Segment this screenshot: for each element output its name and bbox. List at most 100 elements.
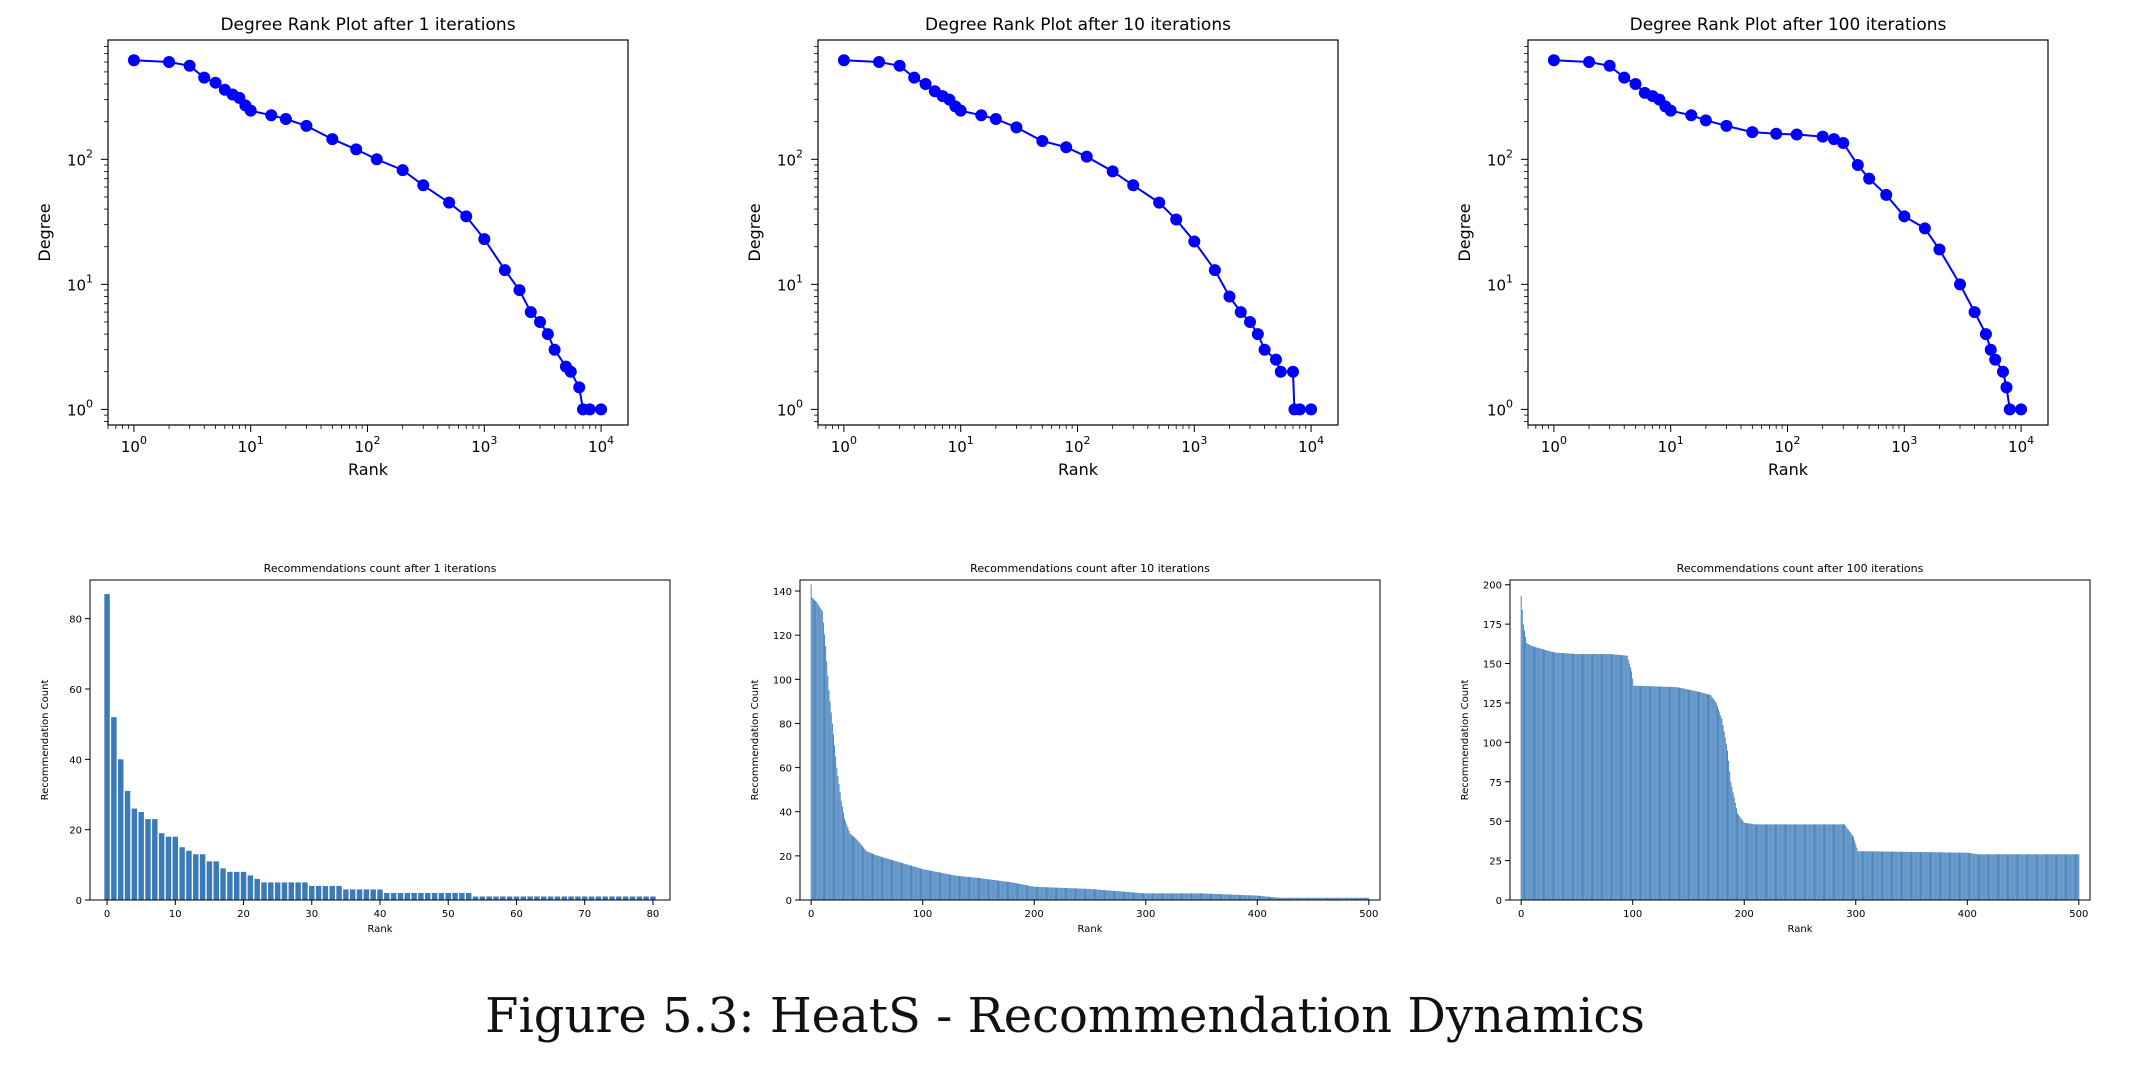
bar <box>1163 893 1165 900</box>
bar <box>975 877 977 900</box>
bar <box>1145 893 1147 900</box>
bar <box>1123 891 1124 900</box>
bar <box>1719 712 1721 900</box>
bar <box>2062 854 2064 900</box>
bar <box>1921 852 1923 900</box>
bar <box>1814 824 1815 900</box>
bar <box>1550 651 1552 900</box>
y-axis-label: Recommendation Count <box>1460 680 1471 801</box>
bar <box>1539 648 1541 900</box>
bar <box>1032 886 1034 900</box>
bar <box>1691 690 1693 900</box>
bar <box>1141 893 1143 900</box>
bar <box>914 866 916 900</box>
bar <box>643 896 649 900</box>
bar <box>2010 854 2012 900</box>
bar <box>846 824 848 900</box>
bar <box>1676 687 1678 900</box>
bar <box>1222 894 1224 900</box>
bar <box>1124 891 1126 900</box>
bar <box>1195 893 1197 900</box>
bar <box>933 871 935 900</box>
bar <box>2066 854 2068 900</box>
bar <box>322 885 329 900</box>
bar <box>1653 686 1655 900</box>
bar <box>2047 854 2049 900</box>
bar <box>1618 654 1620 900</box>
bar <box>1573 653 1575 900</box>
bar <box>1964 852 1966 900</box>
bar <box>1885 851 1887 900</box>
bar <box>1097 889 1099 900</box>
bar <box>1879 851 1881 900</box>
bar <box>1329 897 1331 900</box>
bar <box>1739 816 1741 900</box>
degree-point <box>1880 188 1893 201</box>
bar <box>1034 886 1036 900</box>
bar <box>1657 686 1659 900</box>
bar <box>1811 824 1813 900</box>
bar <box>1240 894 1242 900</box>
bar <box>984 878 986 900</box>
bar <box>1809 824 1811 900</box>
bar <box>1680 687 1682 900</box>
bar <box>1934 852 1936 900</box>
bar <box>843 812 844 900</box>
bar <box>411 892 417 900</box>
bar <box>1699 691 1701 900</box>
bar <box>1875 851 1877 900</box>
bar <box>810 584 812 900</box>
bar <box>850 834 852 900</box>
bar <box>1342 897 1344 900</box>
bar <box>1058 887 1060 900</box>
bar <box>1931 852 1933 900</box>
bar <box>1148 893 1150 900</box>
bar <box>1022 884 1024 900</box>
degree-point <box>873 56 886 69</box>
bar <box>1164 893 1166 900</box>
bar <box>1367 897 1369 900</box>
bar <box>1754 824 1756 900</box>
bar <box>1961 852 1963 900</box>
bar <box>2073 854 2075 900</box>
bar <box>1305 897 1307 900</box>
bar <box>1302 897 1304 900</box>
bar <box>1028 885 1030 900</box>
degree-point <box>1583 56 1596 69</box>
bar <box>1232 894 1234 900</box>
bar <box>1619 655 1621 900</box>
bar <box>1681 688 1683 900</box>
y-tick-label: 20 <box>69 826 82 837</box>
bar <box>1102 890 1104 900</box>
bar <box>1596 654 1598 900</box>
bar <box>1795 824 1796 900</box>
bar <box>905 864 907 900</box>
bar <box>1720 715 1722 900</box>
bar <box>506 896 513 900</box>
bar <box>1970 853 1972 900</box>
bar <box>609 896 615 900</box>
degree-point <box>1837 137 1850 150</box>
bar <box>1759 824 1761 900</box>
bar <box>994 880 996 900</box>
bar <box>1808 824 1810 900</box>
bar <box>974 877 976 900</box>
bar <box>983 878 985 900</box>
bar <box>1818 824 1820 900</box>
bar <box>1343 897 1345 900</box>
bar <box>1933 852 1935 900</box>
bar <box>1888 851 1890 900</box>
y-tick-label: 40 <box>779 808 792 819</box>
plot-frame <box>799 579 1381 901</box>
bar <box>1622 655 1624 900</box>
bar <box>1899 851 1901 900</box>
degree-point <box>1954 278 1967 291</box>
bar <box>1834 824 1836 900</box>
bar <box>1273 897 1275 900</box>
bar <box>1908 851 1910 900</box>
bar <box>1263 896 1265 900</box>
bar <box>924 869 926 900</box>
bar <box>425 892 431 900</box>
bar <box>1996 854 1998 900</box>
bar <box>1191 893 1192 900</box>
